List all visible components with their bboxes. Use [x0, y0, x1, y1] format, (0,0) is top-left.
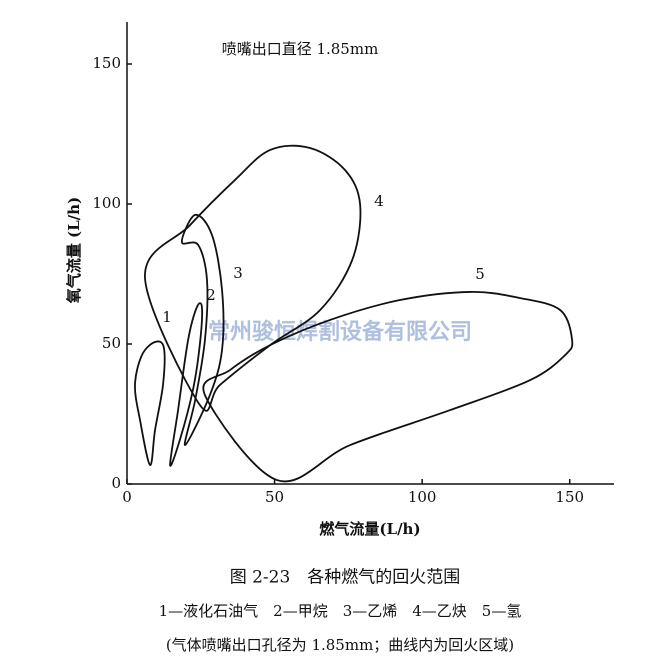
- y-tick-label: 100: [92, 194, 121, 212]
- chart-title: 喷嘴出口直径 1.85mm: [222, 40, 379, 58]
- curve: [202, 291, 574, 483]
- x-tick-label: 50: [265, 488, 284, 506]
- note: (气体喷嘴出口孔径为 1.85mm；曲线内为回火区域): [166, 636, 514, 654]
- curve-label: 5: [475, 265, 485, 283]
- caption: 图 2-23 各种燃气的回火范围: [230, 568, 461, 588]
- curve-label: 1: [162, 308, 172, 326]
- curve: [169, 302, 203, 467]
- x-tick-label: 150: [555, 488, 584, 506]
- y-tick-label: 50: [102, 334, 121, 352]
- x-axis-label: 燃气流量(L/h): [319, 520, 420, 538]
- y-tick-label: 0: [111, 474, 121, 492]
- x-tick-label: 0: [122, 488, 132, 506]
- y-tick-label: 150: [92, 54, 121, 72]
- curve-label: 3: [233, 264, 243, 282]
- x-tick-label: 100: [408, 488, 437, 506]
- curve: [144, 144, 362, 412]
- legend-text: 1—液化石油气 2—甲烷 3—乙烯 4—乙炔 5—氢: [159, 602, 522, 620]
- watermark: 常州骏恒焊割设备有限公司: [208, 319, 472, 345]
- curve: [134, 340, 166, 466]
- curve-label: 4: [374, 192, 384, 210]
- curve-label: 2: [206, 286, 216, 304]
- y-axis-label: 氧气流量 (L/h): [65, 197, 83, 304]
- curve: [181, 214, 225, 446]
